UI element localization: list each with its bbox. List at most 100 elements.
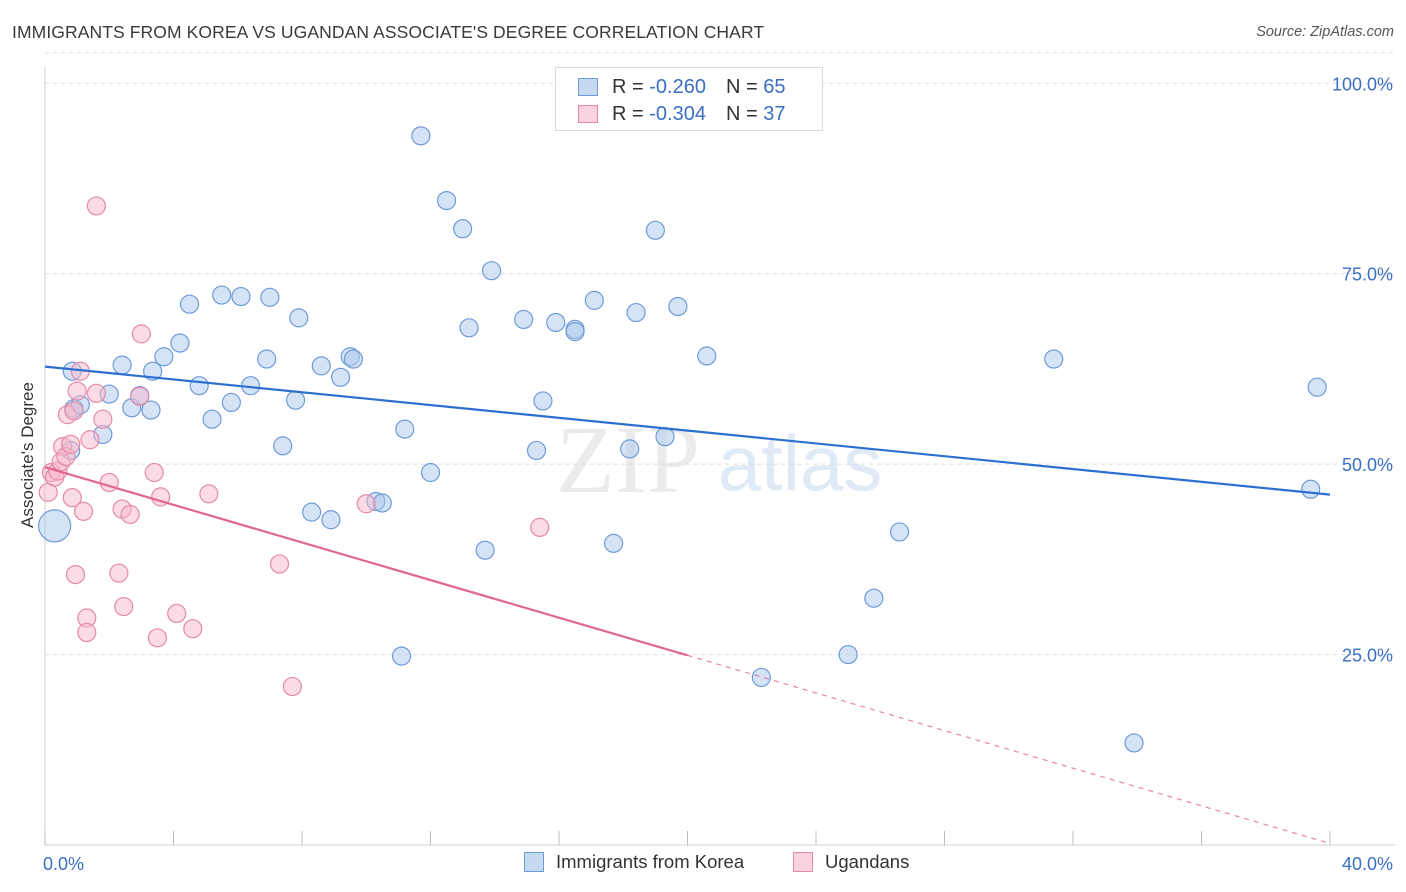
ugandan-point [120,504,140,525]
watermark-zip: ZIP [556,406,700,513]
korea-point [668,296,688,317]
korea-point [1124,733,1144,753]
korea-point [260,287,280,307]
data-points [38,126,1327,753]
ugandan-point [269,554,290,574]
bottom-legend-label-ugandans: Ugandans [825,851,910,872]
korea-point [343,349,363,369]
legend-r-label: R = [612,102,650,125]
legend-r-value: -0.260 [649,75,706,98]
korea-trend-line [44,365,1331,496]
korea-point [459,318,479,338]
y-tick-label: 75.0% [1342,265,1393,285]
korea-point [391,646,412,666]
korea-point [526,440,547,461]
korea-point [141,400,161,420]
korea-point [38,509,72,543]
ugandan-point [77,622,97,643]
korea-point [231,286,251,307]
ugandan-point [86,196,107,216]
watermark-atlas: atlas [718,419,883,507]
korea-point [285,390,306,410]
korea-point [645,220,665,240]
korea-point [565,322,585,342]
korea-point [289,308,309,328]
ugandan-point [282,676,302,697]
korea-point [179,294,200,314]
korea-point [864,588,884,608]
y-axis-label: Associate's Degree [18,382,37,528]
ugandan-point [86,383,107,403]
korea-point [221,392,241,413]
ugandan-point [61,434,81,454]
legend-row-ugandans: R = -0.304 N = 37 [578,102,785,126]
chart-title: IMMIGRANTS FROM KOREA VS UGANDAN ASSOCIA… [12,22,765,42]
x-tick-label-max: 40.0% [1342,854,1393,874]
korea-point [453,219,473,239]
korea-point [481,261,502,281]
legend-n-value: 37 [763,102,786,125]
x-tick-label-min: 0.0% [43,854,84,874]
korea-point [212,285,232,305]
korea-point [395,419,415,439]
legend-r-label: R = [612,75,650,98]
korea-point [154,347,174,367]
korea-point [257,349,277,369]
korea-point [514,309,534,330]
ugandan-point [73,501,94,521]
tick-labels: 25.0% 50.0% 75.0% 100.0% 0.0% 40.0% [43,74,1393,874]
korea-point [533,391,553,411]
ugandan-point [530,517,550,537]
legend-n-label: N = [725,102,764,125]
y-tick-label: 25.0% [1342,646,1393,666]
y-tick-label: 50.0% [1342,455,1393,475]
ugandan-point [93,409,113,429]
korea-point [1307,377,1327,397]
korea-point [411,126,431,146]
legend-r-value: -0.304 [649,102,706,125]
korea-point [170,333,190,353]
korea-point [620,439,640,459]
ugandan-point [147,628,168,648]
grid-lines [45,52,1395,656]
ugandan-point [80,430,100,450]
korea-point [889,522,910,542]
korea-point [330,367,351,387]
legend-n-value: 65 [763,75,786,98]
ugandan-point [167,603,187,624]
trend-lines [44,365,1331,845]
korea-point [420,462,441,483]
korea-point [546,312,566,333]
ugandan-point [183,619,203,639]
korea-point [436,190,457,211]
legend-swatch-ugandans [578,105,598,123]
korea-point [475,540,495,560]
legend-swatch-korea [578,78,598,96]
bottom-legend-korea: Immigrants from Korea [524,851,744,873]
watermark: ZIP atlas [556,406,882,513]
stats-legend: R = -0.260 N = 65 R = -0.304 N = 37 [555,67,823,131]
korea-point [697,346,717,366]
legend-n-label: N = [725,75,764,98]
korea-point [202,409,222,429]
korea-point [273,436,293,456]
bottom-legend-swatch-korea [524,852,544,872]
ugandan-point [130,386,150,406]
korea-point [655,427,675,447]
bottom-legend-swatch-ugandans [793,852,813,872]
ugandan-trend-extension [687,654,1331,845]
korea-point [143,361,163,381]
korea-point [751,667,771,688]
bottom-legend-label-korea: Immigrants from Korea [556,851,745,872]
korea-point [321,510,341,530]
ugandan-point [199,484,219,504]
bottom-legend-ugandans: Ugandans [793,851,909,873]
korea-point [1301,479,1321,499]
ugandan-point [109,563,129,583]
ugandan-point [144,462,164,483]
korea-point [311,356,331,376]
ugandan-point [114,596,134,617]
ugandan-trend-line [44,466,688,657]
axes [44,67,1395,846]
korea-point [1044,349,1064,369]
